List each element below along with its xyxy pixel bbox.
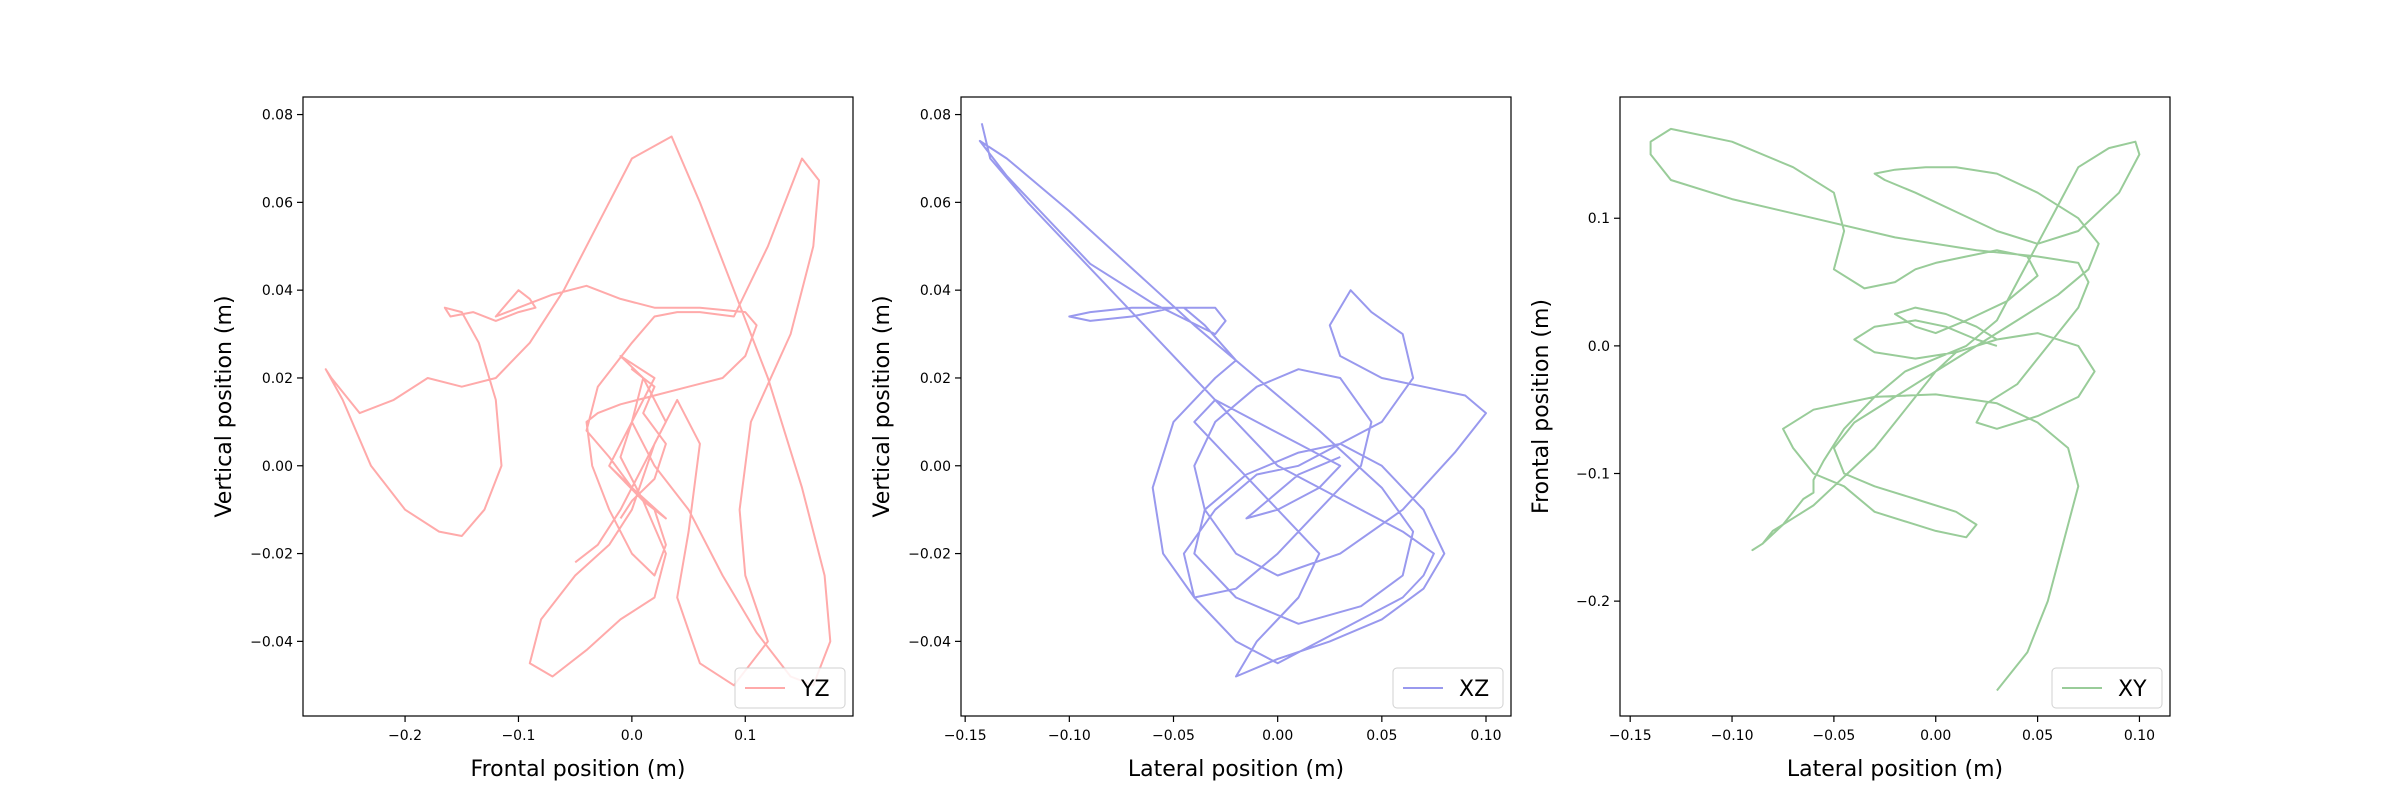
chart1-legend [734,667,846,709]
chart3-legend-label: XY [2118,677,2147,702]
chart2-legend [1392,667,1504,709]
chart1-x-tick-label: −0.2 [388,728,422,744]
chart1-y-tick-label: 0.06 [262,195,293,211]
chart2-x-tick-label: 0.05 [1366,728,1397,744]
chart3-y-tick-label: −0.1 [1576,467,1610,483]
chart2-x-axis-label: Lateral position (m) [1128,757,1344,782]
chart2-y-tick-label: 0.00 [920,459,951,475]
chart3-x-tick-label: −0.15 [1609,728,1652,744]
chart3-x-tick-label: 0.10 [2124,728,2155,744]
chart2-y-axis-label: Vertical position (m) [870,295,895,517]
chart1-series-yz-line [324,135,832,687]
chart3-y-axis-label: Frontal position (m) [1529,299,1554,514]
chart2-x-tick-label: 0.00 [1262,728,1293,744]
chart1-y-axis-label: Vertical position (m) [212,295,237,517]
chart1-y-tick-label: 0.00 [262,459,293,475]
chart1-legend-label: YZ [800,677,830,702]
chart3-x-tick-label: 0.05 [2022,728,2053,744]
chart3-x-axis-label: Lateral position (m) [1787,757,2003,782]
chart3-series-xy-line [1649,127,2141,692]
chart2-y-tick-label: 0.08 [920,108,951,124]
chart1-y-tick-label: 0.04 [262,283,293,299]
chart2-y-tick-label: 0.04 [920,283,951,299]
chart3-x-tick-label: 0.00 [1920,728,1951,744]
chart3-x-tick-label: −0.10 [1711,728,1754,744]
chart2-plot-frame [960,96,1512,717]
chart2-y-tick-label: 0.06 [920,195,951,211]
chart3: −0.15 −0.10 −0.05 0.00 0.05 0.10 −0.2 −0.1 0.0 0.… [1529,96,2171,782]
chart2-x-tick-label: −0.15 [944,728,987,744]
chart1-y-tick-label: 0.02 [262,371,293,387]
chart2-y-tick-label: −0.02 [908,547,951,563]
chart2-y-tick-label: −0.04 [908,634,951,650]
chart2-legend-label: XZ [1459,677,1489,702]
chart1-x-tick-label: −0.1 [501,728,535,744]
chart3-y-tick-label: 0.1 [1588,211,1610,227]
chart3-legend [2051,667,2163,709]
chart3-plot-frame [1619,96,2171,717]
chart1-y-tick-label: −0.02 [250,547,293,563]
chart1-x-axis-label: Frontal position (m) [471,757,686,782]
chart2: −0.15 −0.10 −0.05 0.00 0.05 0.10 −0.04 −0.02 0.0… [870,96,1512,782]
chart3-y-tick-label: −0.2 [1576,594,1610,610]
chart3-y-tick-label: 0.0 [1588,339,1610,355]
chart2-x-tick-label: 0.10 [1470,728,1501,744]
chart1-plot-frame [302,96,854,717]
chart2-x-tick-label: −0.05 [1152,728,1195,744]
chart1-y-tick-label: 0.08 [262,108,293,124]
chart1: −0.2 −0.1 0.0 0.1 −0.04 −0.02 0.00 0.02 0.04 0.06… [212,96,854,782]
chart3-x-tick-label: −0.05 [1812,728,1855,744]
chart1-x-tick-label: 0.1 [734,728,756,744]
chart2-y-tick-label: 0.02 [920,371,951,387]
chart2-x-tick-label: −0.10 [1048,728,1091,744]
chart2-series-xz-line [978,123,1487,678]
chart1-y-tick-label: −0.04 [250,634,293,650]
chart1-x-tick-label: 0.0 [621,728,643,744]
